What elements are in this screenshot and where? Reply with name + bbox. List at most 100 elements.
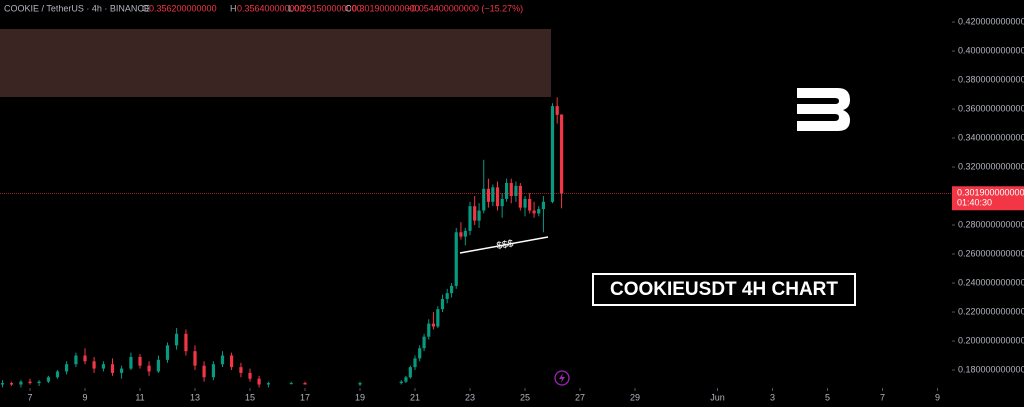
x-tick-label: 21 bbox=[410, 392, 420, 402]
supply-zone bbox=[0, 29, 551, 97]
x-tick-label: 7 bbox=[880, 392, 885, 402]
candle-body bbox=[537, 209, 541, 214]
candle-body bbox=[518, 185, 522, 208]
change: −0.054400000000 (−15.27%) bbox=[406, 3, 523, 13]
candle-body bbox=[138, 356, 142, 366]
candle-body bbox=[486, 188, 491, 202]
candle-body bbox=[184, 333, 188, 352]
candle-body bbox=[477, 210, 481, 221]
candle-body bbox=[257, 378, 261, 385]
candle-body bbox=[248, 372, 252, 379]
x-tick-label: Jun bbox=[710, 392, 725, 402]
x-tick-label: 15 bbox=[245, 392, 255, 402]
candle-body bbox=[468, 206, 472, 231]
candle-body bbox=[193, 351, 197, 366]
candle-body bbox=[504, 182, 509, 199]
candle-body bbox=[266, 383, 271, 385]
x-tick-label: 9 bbox=[82, 392, 87, 402]
x-tick-label: 17 bbox=[300, 392, 310, 402]
x-tick-label: 9 bbox=[935, 392, 940, 402]
candle-body bbox=[9, 383, 14, 385]
candle-body bbox=[64, 364, 69, 372]
candle-body bbox=[408, 367, 412, 378]
y-tick-label: 0.400000000000 bbox=[958, 45, 1024, 55]
candle-body bbox=[110, 364, 115, 373]
candle-body bbox=[358, 383, 362, 385]
y-tick-label: 0.340000000000 bbox=[958, 132, 1024, 142]
symbol: COOKIE / TetherUS · 4h · BINANCE bbox=[4, 3, 150, 13]
countdown: 01:40:30 bbox=[957, 198, 992, 208]
y-tick-label: 0.380000000000 bbox=[958, 74, 1024, 84]
liquidity-line bbox=[459, 236, 549, 254]
candle-body bbox=[129, 356, 133, 369]
high-value: 0.356400000000 bbox=[237, 3, 305, 13]
close-value: 0.301900000000 bbox=[352, 3, 420, 13]
x-tick-label: 7 bbox=[27, 392, 32, 402]
candle-body bbox=[449, 285, 454, 294]
y-tick-label: 0.360000000000 bbox=[958, 103, 1024, 113]
x-tick-label: 29 bbox=[630, 392, 640, 402]
y-tick-label: 0.180000000000 bbox=[958, 364, 1024, 374]
candle-body bbox=[431, 323, 436, 327]
x-tick-label: 3 bbox=[770, 392, 775, 402]
candle-body bbox=[74, 355, 78, 365]
candle-body bbox=[418, 348, 422, 359]
candle-body bbox=[532, 210, 536, 214]
x-tick-label: 13 bbox=[190, 392, 200, 402]
x-tick-label: 11 bbox=[135, 392, 144, 402]
x-tick-label: 25 bbox=[520, 392, 530, 402]
candle-body bbox=[399, 381, 403, 384]
x-tick-label: 5 bbox=[825, 392, 830, 402]
candle-body bbox=[147, 365, 151, 372]
high-label: H bbox=[230, 3, 237, 13]
candle-body bbox=[220, 355, 225, 365]
candle-body bbox=[422, 336, 426, 349]
last-price-label: 0.301900000000 bbox=[957, 188, 1024, 198]
candle-body bbox=[454, 232, 458, 286]
candle-body bbox=[413, 358, 417, 368]
candle-body bbox=[463, 230, 467, 237]
candle-body bbox=[440, 298, 445, 310]
candle-body bbox=[202, 365, 206, 378]
candle-body bbox=[165, 345, 170, 360]
caption: COOKIEUSDT 4H CHART bbox=[610, 279, 838, 300]
candle-body bbox=[436, 309, 440, 327]
y-tick-label: 0.320000000000 bbox=[958, 161, 1024, 171]
candle-body bbox=[119, 368, 124, 373]
close-label: C bbox=[345, 3, 352, 13]
candle-body bbox=[46, 377, 51, 382]
x-tick-label: 27 bbox=[575, 392, 585, 402]
event-icon[interactable] bbox=[554, 370, 570, 386]
candle-body bbox=[289, 383, 293, 385]
candle-body bbox=[303, 383, 307, 385]
x-tick-label: 23 bbox=[465, 392, 475, 402]
candle-body bbox=[427, 323, 431, 337]
candle-body bbox=[101, 364, 106, 369]
event-bolt bbox=[559, 373, 565, 383]
candle-body bbox=[239, 367, 243, 373]
candle-body bbox=[555, 106, 559, 115]
y-tick-label: 0.420000000000 bbox=[958, 16, 1024, 26]
x-tick-label: 19 bbox=[355, 392, 365, 402]
y-tick-label: 0.260000000000 bbox=[958, 248, 1024, 258]
candle-body bbox=[482, 188, 486, 211]
candle-body bbox=[0, 383, 5, 385]
candle-body bbox=[550, 106, 555, 202]
candle-body bbox=[19, 381, 23, 385]
candle-body bbox=[404, 377, 408, 382]
candle-body bbox=[211, 364, 216, 378]
candle-body bbox=[509, 182, 513, 197]
y-tick-label: 0.280000000000 bbox=[958, 219, 1024, 229]
candle-body bbox=[229, 355, 234, 368]
candle-body bbox=[523, 198, 527, 208]
candle-body bbox=[541, 201, 546, 210]
candle-body bbox=[28, 381, 32, 384]
candle-body bbox=[37, 381, 41, 384]
y-tick-label: 0.240000000000 bbox=[958, 277, 1024, 287]
caption-box bbox=[592, 273, 856, 306]
candle-body bbox=[473, 206, 477, 221]
candle-body bbox=[459, 232, 463, 237]
candle-body bbox=[55, 371, 60, 378]
last-price-tag bbox=[952, 186, 1024, 211]
